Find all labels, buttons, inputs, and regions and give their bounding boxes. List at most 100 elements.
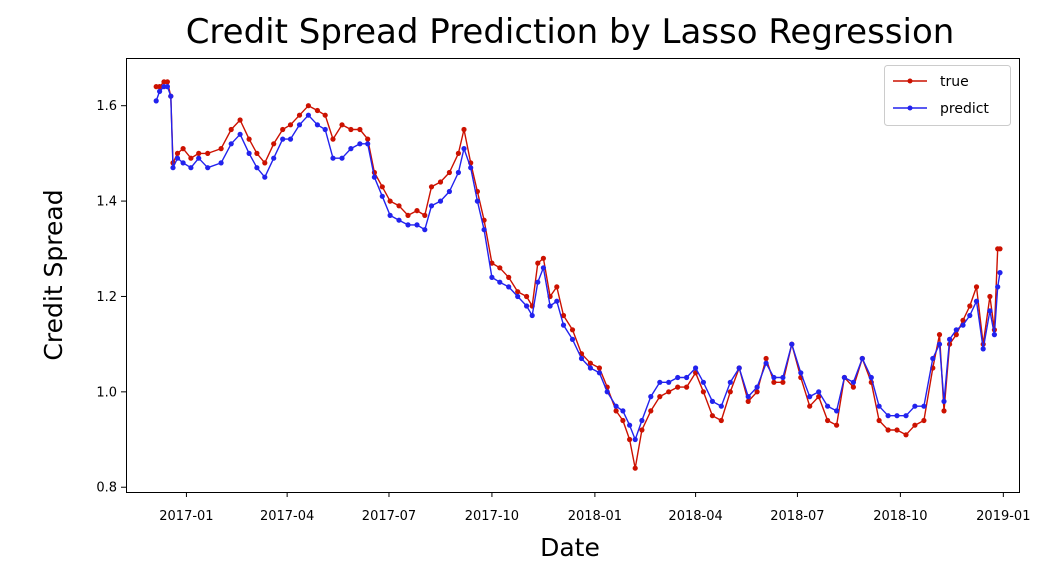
data-point-true (885, 427, 891, 433)
data-point-true (180, 146, 186, 152)
data-point-true (524, 293, 530, 300)
data-point-predict (174, 155, 181, 161)
data-point-true (414, 208, 420, 214)
data-point-predict (834, 408, 840, 414)
data-point-predict (164, 84, 170, 90)
data-point-predict (941, 398, 947, 404)
data-point-predict (967, 312, 973, 319)
data-point-true (987, 293, 993, 300)
data-point-true (921, 417, 927, 424)
data-point-true (807, 403, 813, 409)
x-tick-label: 2017-07 (362, 509, 416, 524)
data-point-true (560, 312, 567, 319)
data-point-predict (481, 227, 487, 233)
data-point-predict (287, 136, 294, 142)
data-point-true (780, 379, 786, 385)
data-point-predict (868, 374, 874, 381)
data-point-true (666, 389, 672, 395)
data-point-true (271, 141, 277, 147)
data-point-true (237, 117, 243, 123)
data-point-true (461, 126, 467, 133)
data-point-predict (936, 341, 943, 347)
data-point-predict (885, 413, 891, 419)
data-point-true (455, 150, 461, 156)
data-point-true (196, 150, 202, 156)
y-tick-label: 0.8 (96, 481, 117, 496)
data-point-true (894, 427, 900, 433)
data-point-true (246, 136, 252, 142)
data-point-predict (296, 122, 303, 128)
data-point-predict (816, 389, 822, 395)
data-point-true (446, 169, 452, 176)
data-point-true (620, 417, 626, 424)
data-point-predict (271, 155, 277, 161)
data-point-predict (246, 150, 252, 156)
data-point-true (205, 150, 211, 156)
data-point-true (632, 465, 638, 471)
data-point-predict (396, 217, 402, 223)
data-point-true (296, 112, 303, 118)
data-point-predict (497, 279, 503, 285)
data-point-predict (489, 274, 495, 280)
data-point-predict (987, 308, 993, 314)
data-point-predict (569, 336, 576, 342)
data-point-true (771, 379, 777, 385)
data-point-true (218, 146, 224, 152)
data-point-predict (666, 379, 672, 385)
data-point-true (262, 160, 268, 166)
data-point-predict (632, 436, 638, 443)
data-point-predict (754, 384, 760, 390)
data-point-true (280, 126, 286, 133)
data-point-true (422, 212, 428, 218)
data-point-predict (379, 193, 385, 199)
data-point-predict (547, 303, 553, 309)
data-point-predict (357, 141, 363, 147)
data-point-true (709, 413, 716, 419)
data-point-true (157, 84, 163, 90)
data-point-predict (973, 298, 980, 304)
data-point-true (816, 394, 822, 400)
data-point-predict (709, 398, 716, 404)
data-point-true (997, 246, 1003, 252)
data-point-predict (168, 93, 174, 99)
data-point-predict (153, 98, 159, 104)
x-tick-label: 2018-10 (873, 509, 927, 524)
data-point-predict (339, 155, 345, 161)
data-point-predict (657, 379, 663, 385)
y-tick-label: 1.2 (96, 290, 117, 305)
data-point-true (164, 79, 170, 85)
x-axis-ticks: 2017-01 2017-04 2017-07 2017-10 2018-01 2018-… (159, 492, 1030, 524)
data-point-true (305, 103, 311, 109)
data-point-predict (771, 374, 777, 381)
legend-label-true: true (940, 74, 969, 90)
data-point-true (489, 260, 495, 266)
data-point-true (428, 184, 435, 190)
data-point-predict (348, 146, 354, 152)
data-point-predict (980, 346, 986, 352)
data-point-predict (437, 198, 444, 204)
data-point-predict (387, 212, 393, 218)
data-point-true (365, 136, 371, 142)
data-point-true (700, 389, 707, 395)
data-point-predict (841, 374, 848, 381)
data-point-predict (675, 374, 681, 381)
data-point-predict (903, 413, 909, 419)
data-point-predict (960, 322, 966, 328)
data-point-true (876, 417, 882, 424)
data-point-true (587, 360, 594, 366)
data-point-predict (578, 355, 585, 362)
data-point-predict (330, 155, 336, 161)
data-point-predict (506, 284, 512, 290)
data-point-true (912, 422, 918, 428)
data-point-predict (850, 379, 857, 385)
data-point-predict (554, 298, 560, 304)
data-point-true (506, 274, 512, 280)
data-point-predict (859, 355, 865, 362)
data-point-true (834, 422, 840, 428)
legend-marker-true (907, 78, 913, 84)
data-point-predict (745, 394, 751, 400)
series-layer (153, 79, 1003, 471)
data-point-predict (693, 365, 699, 371)
data-point-true (357, 126, 363, 133)
data-point-predict (515, 293, 521, 300)
